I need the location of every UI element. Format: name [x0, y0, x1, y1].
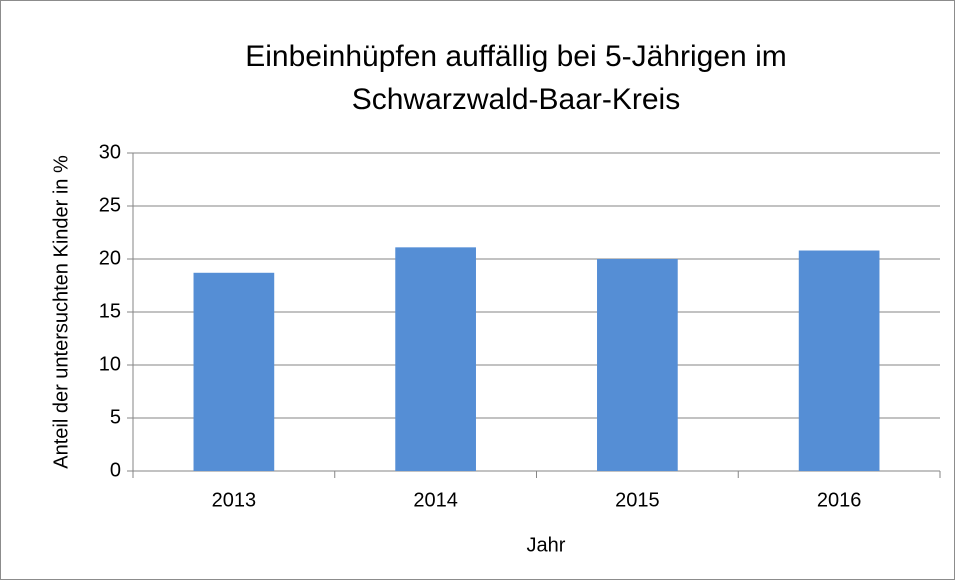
y-tick-label: 10 — [99, 353, 121, 375]
y-tick-label: 20 — [99, 247, 121, 269]
x-tick-label: 2014 — [413, 489, 458, 511]
x-axis-label: Jahr — [527, 534, 566, 556]
y-tick-label: 30 — [99, 141, 121, 163]
x-tick-label: 2013 — [212, 489, 257, 511]
chart-title: Einbeinhüpfen auffällig bei 5-Jährigen i… — [245, 40, 786, 73]
bar — [395, 247, 476, 471]
y-tick-label: 25 — [99, 194, 121, 216]
y-tick-label: 0 — [110, 459, 121, 481]
y-tick-label: 5 — [110, 406, 121, 428]
x-tick-label: 2015 — [615, 489, 660, 511]
bar — [193, 272, 275, 471]
bar — [597, 259, 678, 471]
y-tick-label: 15 — [99, 300, 121, 322]
chart-title: Schwarzwald-Baar-Kreis — [352, 83, 680, 116]
y-axis-label: Anteil der untersuchten Kinder in % — [50, 155, 72, 469]
x-tick-label: 2016 — [817, 489, 862, 511]
bar — [798, 250, 880, 471]
